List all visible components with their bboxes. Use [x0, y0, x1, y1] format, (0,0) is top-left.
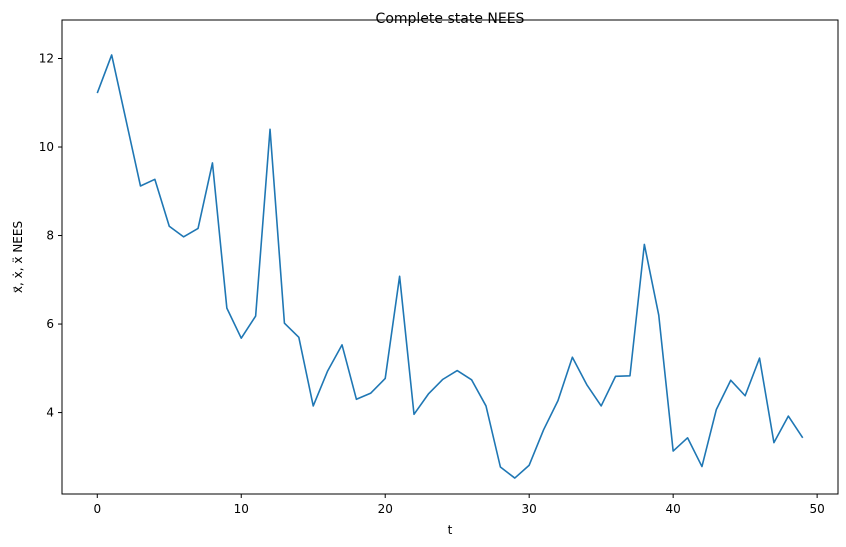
- x-tick-label: 10: [234, 502, 249, 516]
- series-line: [96, 54, 804, 479]
- chart-title: Complete state NEES: [376, 11, 525, 27]
- x-tick-label: 0: [93, 502, 101, 516]
- y-tick-label: 4: [46, 406, 54, 420]
- x-tick-label: 40: [666, 502, 681, 516]
- x-axis: 0 10 20 30 40 50: [93, 494, 825, 516]
- y-tick-label: 6: [46, 317, 54, 331]
- y-tick-label: 10: [39, 140, 54, 154]
- y-axis: 4 6 8 10 12: [39, 52, 62, 420]
- y-tick-label: 8: [46, 229, 54, 243]
- x-tick-label: 50: [809, 502, 824, 516]
- x-axis-label: t: [448, 523, 453, 537]
- plot-frame: [61, 19, 839, 495]
- series-layer: [96, 54, 804, 479]
- x-tick-label: 30: [522, 502, 537, 516]
- x-tick-label: 20: [378, 502, 393, 516]
- y-axis-label: x⃗, ẋ, ẍ NEES: [11, 221, 25, 293]
- y-tick-label: 12: [39, 52, 54, 66]
